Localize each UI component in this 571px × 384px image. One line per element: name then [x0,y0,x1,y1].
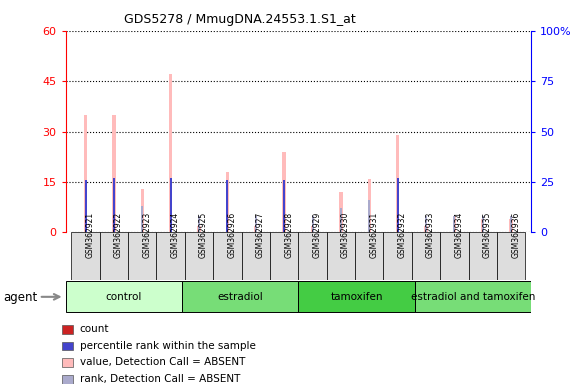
Text: percentile rank within the sample: percentile rank within the sample [80,341,256,351]
FancyBboxPatch shape [66,281,182,312]
FancyBboxPatch shape [71,232,100,280]
Bar [113,178,115,232]
Bar [482,216,484,232]
FancyBboxPatch shape [100,232,128,280]
Text: value, Detection Call = ABSENT: value, Detection Call = ABSENT [80,358,245,367]
Bar [424,226,428,232]
Bar [226,172,229,232]
Text: GSM362925: GSM362925 [199,212,208,258]
Bar [140,189,144,232]
Bar [141,206,143,232]
Text: GSM362930: GSM362930 [341,212,350,258]
Text: agent: agent [3,291,37,304]
Bar [453,216,456,232]
FancyBboxPatch shape [128,232,156,280]
Bar [170,178,172,232]
Bar [169,74,172,232]
Text: GSM362931: GSM362931 [369,212,378,258]
Bar [62,342,73,351]
Bar [425,216,427,232]
Bar [226,180,228,232]
Text: GSM362921: GSM362921 [86,212,95,258]
FancyBboxPatch shape [440,232,469,280]
FancyBboxPatch shape [298,281,415,312]
Text: tamoxifen: tamoxifen [330,291,383,302]
Bar [481,219,484,232]
Bar [62,325,73,334]
Text: GSM362933: GSM362933 [426,212,435,258]
FancyBboxPatch shape [182,281,298,312]
Bar [255,216,257,232]
Bar [312,216,313,232]
Bar [311,226,314,232]
Text: GSM362932: GSM362932 [397,212,407,258]
Bar [397,178,399,232]
Text: GSM362934: GSM362934 [455,212,464,258]
Text: GSM362926: GSM362926 [227,212,236,258]
Bar [283,152,286,232]
Text: GDS5278 / MmugDNA.24553.1.S1_at: GDS5278 / MmugDNA.24553.1.S1_at [124,13,356,26]
Text: GSM362929: GSM362929 [312,212,321,258]
FancyBboxPatch shape [469,232,497,280]
Text: GSM362922: GSM362922 [114,212,123,258]
Bar [510,216,512,232]
FancyBboxPatch shape [185,232,213,280]
Bar [198,216,200,232]
FancyBboxPatch shape [415,281,531,312]
FancyBboxPatch shape [355,232,384,280]
Bar [62,375,73,384]
FancyBboxPatch shape [242,232,270,280]
FancyBboxPatch shape [213,232,242,280]
Bar [368,179,371,232]
Bar [254,226,258,232]
Text: count: count [80,324,109,334]
Bar [84,115,87,232]
FancyBboxPatch shape [497,232,525,280]
FancyBboxPatch shape [384,232,412,280]
FancyBboxPatch shape [327,232,355,280]
Bar [509,219,513,232]
Bar [368,200,371,232]
FancyBboxPatch shape [270,232,298,280]
Bar [198,226,201,232]
Text: estradiol and tamoxifen: estradiol and tamoxifen [411,291,535,302]
Text: GSM362924: GSM362924 [171,212,180,258]
Bar [340,208,342,232]
Text: GSM362936: GSM362936 [511,212,520,258]
Bar [85,180,87,232]
Text: estradiol: estradiol [218,291,263,302]
Text: rank, Detection Call = ABSENT: rank, Detection Call = ABSENT [80,374,240,384]
Bar [283,180,285,232]
Bar [339,192,343,232]
FancyBboxPatch shape [156,232,185,280]
Text: control: control [106,291,142,302]
Text: GSM362928: GSM362928 [284,212,293,258]
Bar [112,115,115,232]
FancyBboxPatch shape [298,232,327,280]
Bar [62,359,73,367]
Text: GSM362923: GSM362923 [142,212,151,258]
Text: GSM362927: GSM362927 [256,212,265,258]
Bar [396,135,399,232]
Text: GSM362935: GSM362935 [483,212,492,258]
Bar [453,215,456,232]
FancyBboxPatch shape [412,232,440,280]
